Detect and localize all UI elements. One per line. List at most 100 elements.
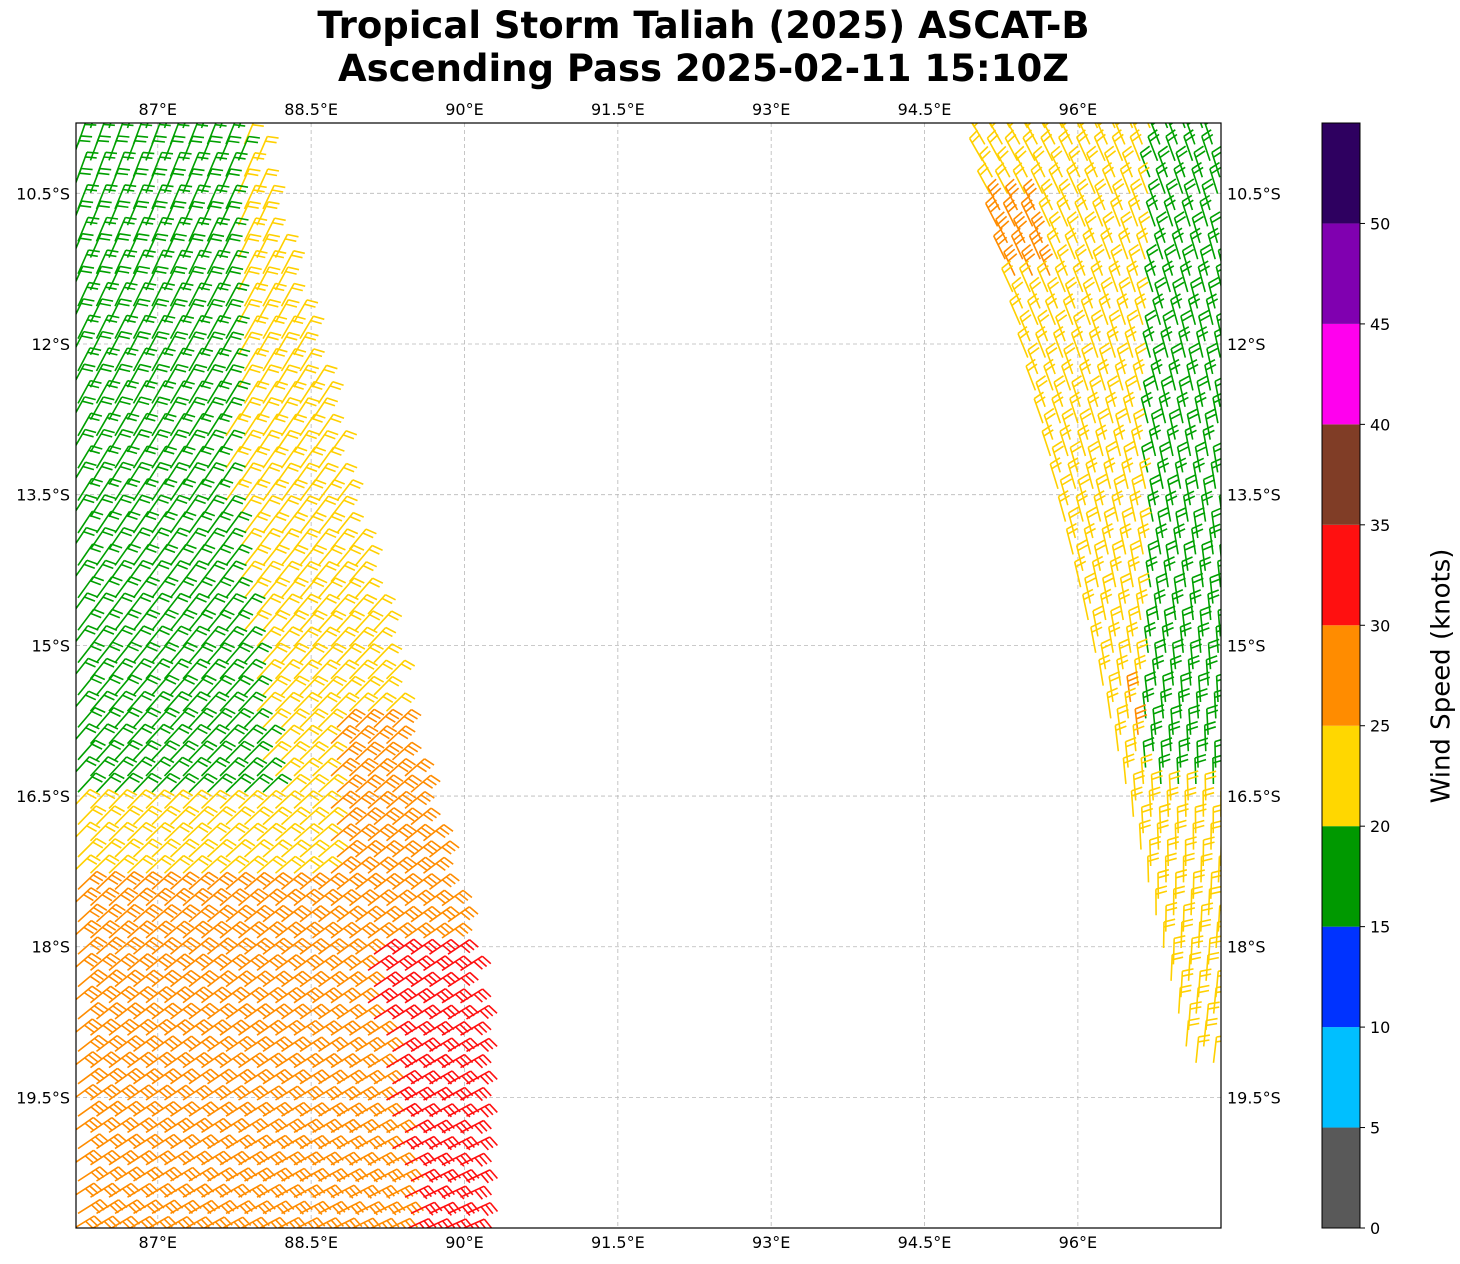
wind-barb [1213, 804, 1224, 833]
wind-barb [109, 234, 131, 258]
wind-barb [78, 937, 107, 954]
wind-barb [91, 234, 113, 258]
wind-barb [78, 871, 107, 889]
wind-barb [1197, 689, 1208, 719]
wind-barb [1196, 1035, 1210, 1063]
wind-barb [1129, 606, 1140, 636]
wind-barb [146, 267, 169, 290]
colorbar-tick-label: 0 [1370, 1219, 1380, 1238]
wind-barb [78, 806, 106, 825]
wind-barb [1023, 130, 1035, 161]
wind-barb [1133, 360, 1144, 391]
colorbar-segment [1322, 123, 1360, 223]
wind-barb [165, 234, 187, 258]
wind-barb [78, 1233, 109, 1246]
wind-barb [1189, 656, 1200, 686]
wind-barb [1099, 294, 1110, 325]
wind-barb [1145, 623, 1156, 653]
wind-barb [1095, 130, 1106, 161]
wind-barb [1160, 442, 1171, 473]
colorbar-segment [1322, 223, 1360, 323]
colorbar-label: Wind Speed (knots) [1427, 549, 1457, 804]
wind-barb [1103, 573, 1114, 604]
wind-barb [1158, 820, 1169, 849]
wind-barb [78, 970, 107, 987]
wind-barb [91, 201, 112, 225]
wind-barb [1055, 261, 1066, 292]
colorbar-tick-label: 35 [1370, 516, 1390, 535]
wind-barb [1059, 491, 1070, 522]
wind-barb [1028, 294, 1039, 325]
wind-barb [276, 235, 299, 258]
wind-barb [239, 202, 261, 226]
wind-barb [972, 114, 985, 145]
wind-barb [1160, 804, 1171, 833]
lat-tick-label-right: 18°S [1227, 938, 1266, 957]
wind-barb [128, 267, 150, 291]
wind-barb [239, 104, 260, 128]
wind-barb [1182, 557, 1193, 587]
wind-barb [1107, 688, 1118, 718]
wind-barb [78, 740, 106, 760]
wind-barb [1145, 261, 1156, 292]
wind-barb [300, 316, 324, 338]
wind-barb [1148, 130, 1159, 161]
wind-barb [1181, 261, 1192, 292]
lat-tick-label-right: 19.5°S [1227, 1088, 1281, 1107]
wind-barb [282, 251, 305, 274]
wind-barb [109, 266, 131, 290]
wind-barb [78, 904, 107, 922]
wind-barb [1115, 360, 1126, 391]
wind-barb [78, 1003, 108, 1019]
wind-barb [1216, 623, 1227, 653]
wind-barb [1154, 590, 1165, 620]
wind-barb [1117, 294, 1128, 325]
wind-barb [72, 201, 93, 225]
wind-barb [1223, 722, 1234, 751]
wind-barb [1218, 557, 1229, 587]
wind-barb [1080, 359, 1091, 390]
wind-barb [1132, 787, 1143, 817]
wind-barb [1059, 130, 1070, 161]
wind-barb [411, 1235, 442, 1248]
wind-barb [1179, 689, 1190, 719]
wind-barb [202, 234, 225, 257]
wind-barb [1088, 392, 1099, 423]
wind-barb [1036, 327, 1047, 358]
wind-barb [1098, 359, 1109, 390]
wind-barb [1052, 392, 1063, 423]
wind-barb [226, 1234, 257, 1247]
colorbar-tick-label: 25 [1370, 717, 1390, 736]
wind-barb [1111, 195, 1122, 226]
colorbar-segment [1322, 625, 1360, 725]
wind-barb [1130, 540, 1141, 571]
wind-barb [1196, 442, 1207, 473]
wind-barb [183, 267, 206, 290]
wind-barb [1208, 590, 1219, 620]
wind-barb [220, 202, 242, 226]
wind-barb [1060, 425, 1071, 456]
wind-barb [1180, 623, 1191, 653]
wind-barb [109, 201, 130, 225]
wind-barb [1010, 294, 1021, 325]
wind-barb [1073, 261, 1084, 292]
wind-barb [72, 266, 94, 290]
wind-barb [1205, 722, 1216, 751]
wind-barb [1166, 130, 1177, 161]
colorbar-tick-label: 5 [1370, 1119, 1380, 1138]
wind-barb [1135, 655, 1146, 685]
wind-barb [109, 299, 132, 322]
wind-barb [1190, 228, 1201, 259]
wind-barb [1221, 1019, 1235, 1047]
wind-barb [1190, 590, 1201, 620]
wind-barb [1026, 359, 1037, 390]
lon-tick-label-top: 94.5°E [898, 100, 952, 119]
wind-barb [1139, 573, 1150, 603]
wind-barb [996, 163, 1008, 194]
lon-tick-label-top: 91.5°E [591, 100, 645, 119]
wind-barb [165, 169, 186, 193]
wind-barb [1078, 425, 1089, 456]
wind-barb [1186, 837, 1197, 866]
wind-barb [1215, 689, 1226, 719]
wind-barb [393, 1235, 424, 1248]
